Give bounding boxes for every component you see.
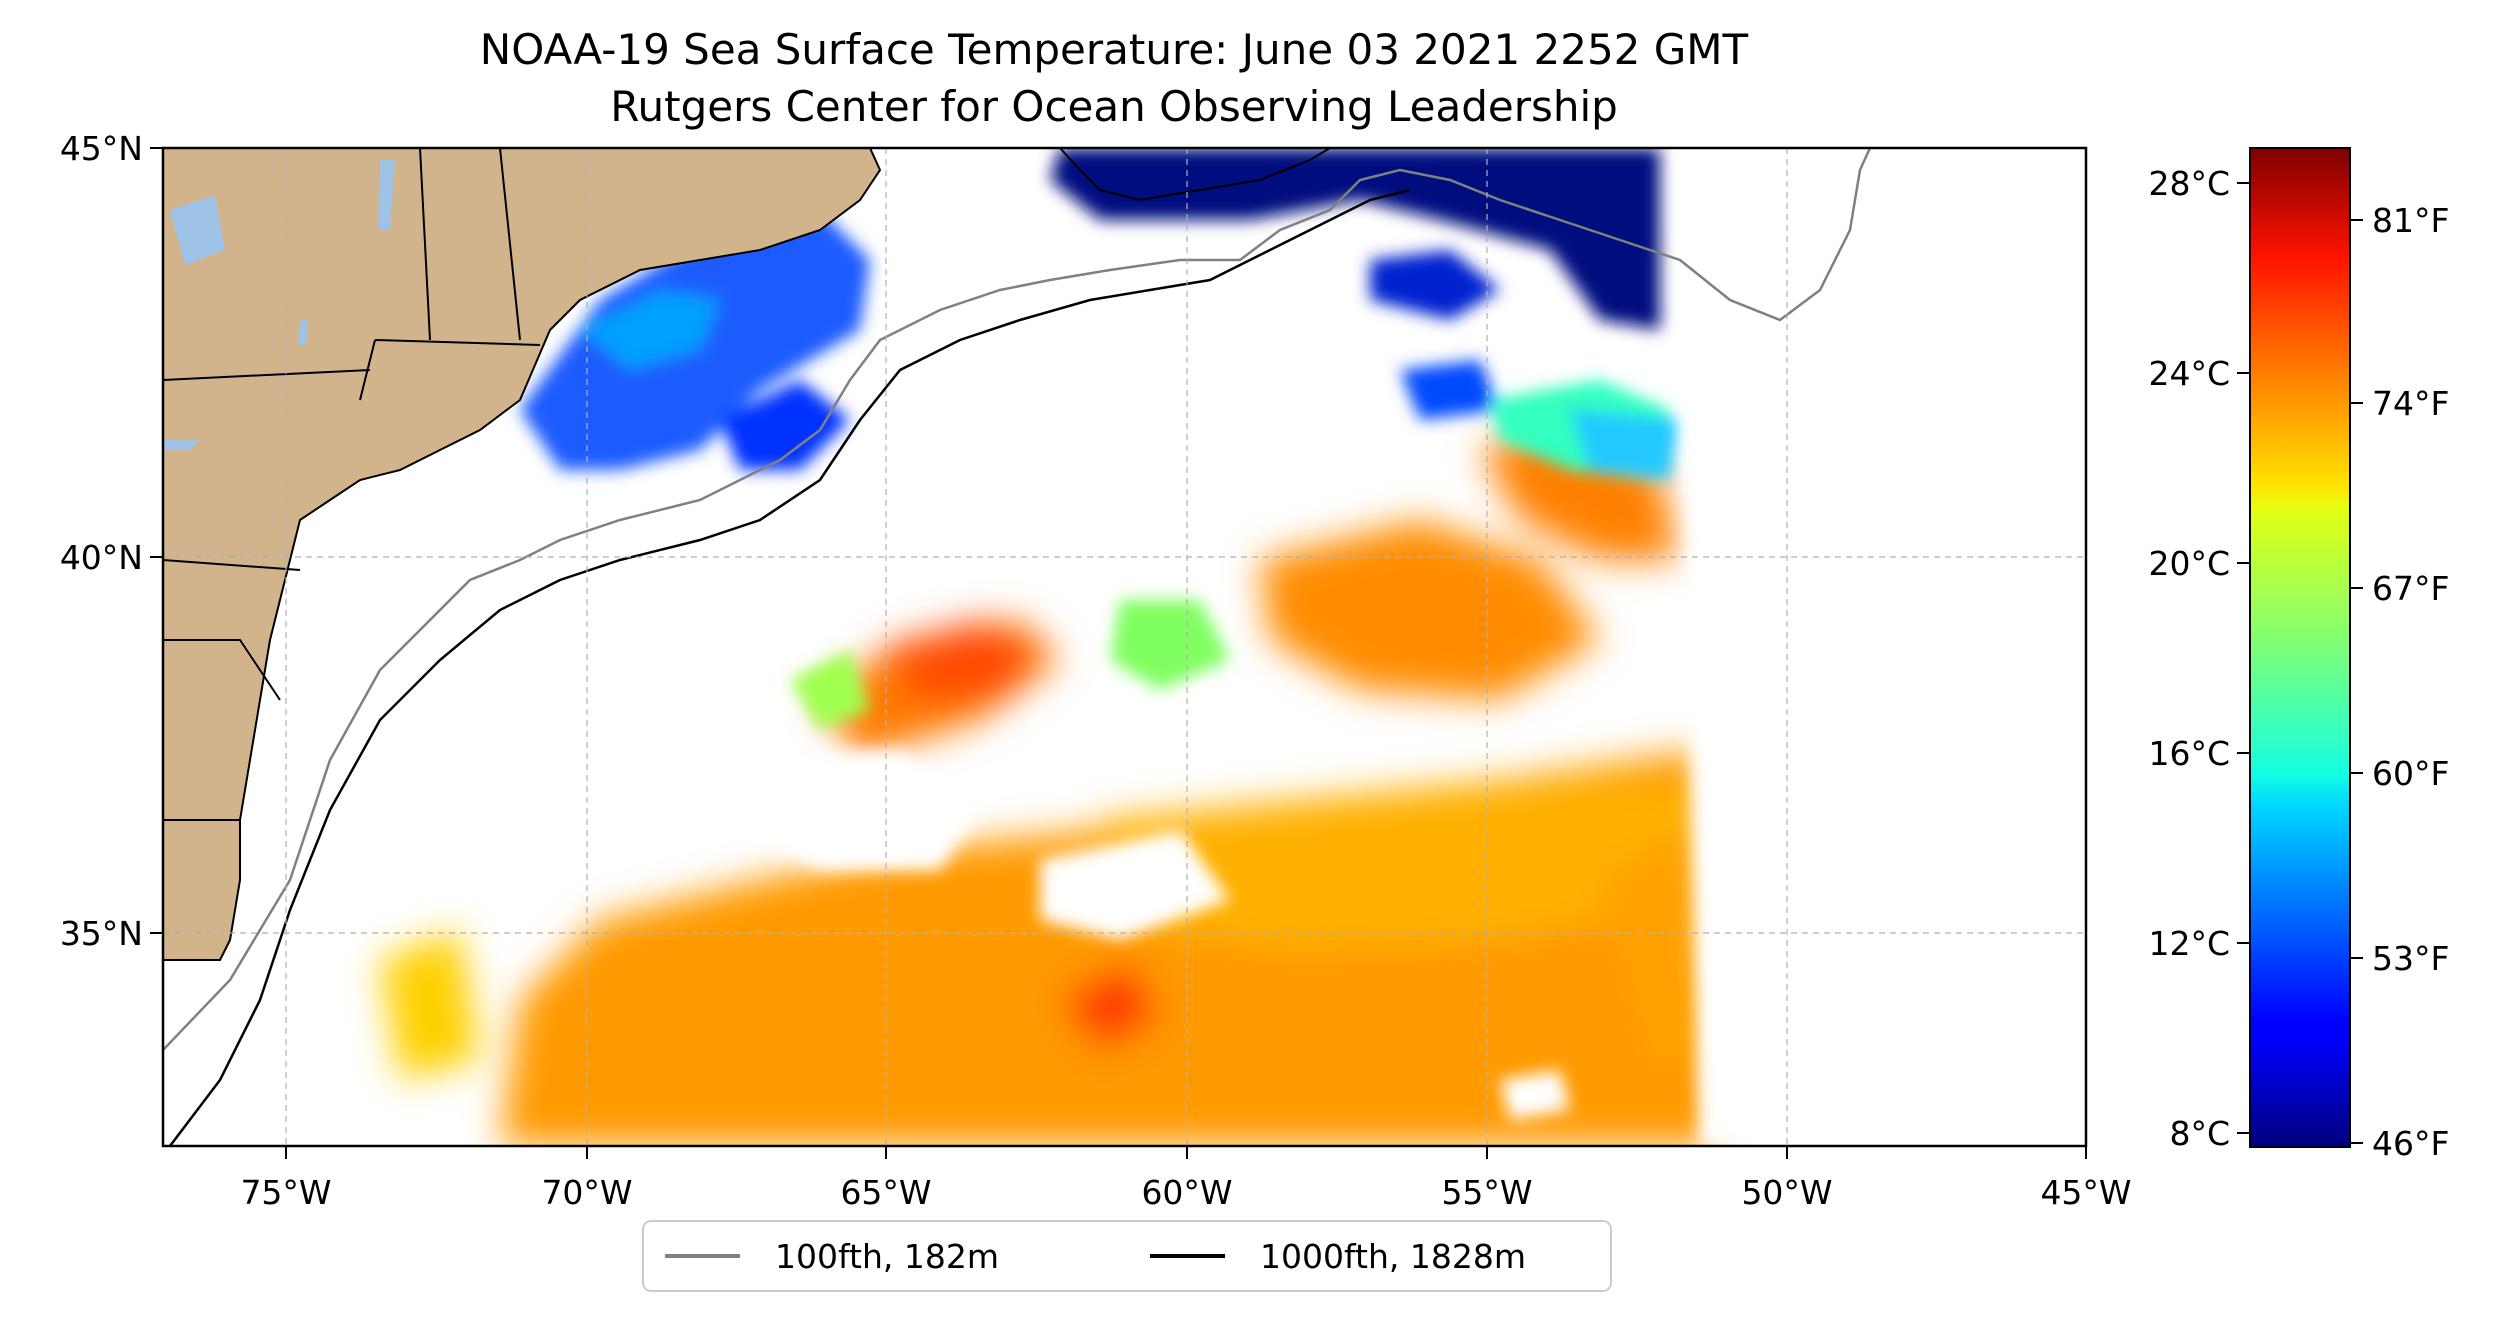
lon-tick-45w: 45°W bbox=[2040, 1173, 2131, 1212]
lon-tick-75w: 75°W bbox=[240, 1173, 331, 1212]
nova-scotia-land bbox=[1040, 148, 1332, 202]
map-frame bbox=[161, 146, 2088, 1148]
legend-label-100fth: 100fth, 182m bbox=[775, 1237, 999, 1276]
lakes bbox=[163, 160, 395, 450]
cbar-f-60: 60°F bbox=[2372, 754, 2449, 793]
map-gridlines bbox=[163, 148, 2086, 1146]
latitude-axis bbox=[150, 147, 163, 934]
figure-title-line2: Rutgers Center for Ocean Observing Leade… bbox=[610, 82, 1618, 131]
cbar-c-20: 20°C bbox=[2148, 544, 2230, 583]
lat-tick-35n: 35°N bbox=[60, 914, 143, 953]
contour-1000fth bbox=[169, 188, 1411, 1146]
sst-warm-region bbox=[380, 420, 1720, 1146]
colorbar-celsius-ticks bbox=[2237, 182, 2250, 1134]
contour-100fth bbox=[163, 148, 1872, 1051]
cloud-masks bbox=[740, 148, 2086, 1146]
lon-tick-60w: 60°W bbox=[1141, 1173, 1232, 1212]
lon-tick-65w: 65°W bbox=[840, 1173, 931, 1212]
cbar-f-46: 46°F bbox=[2372, 1124, 2449, 1163]
lat-tick-40n: 40°N bbox=[60, 538, 143, 577]
map-panel bbox=[163, 148, 2086, 1146]
cbar-f-53: 53°F bbox=[2372, 939, 2449, 978]
state-borders bbox=[163, 148, 541, 821]
cbar-c-8: 8°C bbox=[2169, 1114, 2230, 1153]
legend-frame bbox=[642, 1220, 1612, 1292]
cbar-c-12: 12°C bbox=[2148, 924, 2230, 963]
cbar-c-16: 16°C bbox=[2148, 734, 2230, 773]
longitude-axis bbox=[285, 1146, 2087, 1159]
sst-cool-region bbox=[170, 148, 1680, 730]
cbar-f-67: 67°F bbox=[2372, 569, 2449, 608]
colorbar bbox=[2249, 147, 2351, 1148]
cbar-f-74: 74°F bbox=[2372, 384, 2449, 423]
figure-title-line1: NOAA-19 Sea Surface Temperature: June 03… bbox=[480, 25, 1749, 74]
colorbar-fahrenheit-ticks bbox=[2350, 219, 2363, 1144]
cbar-c-28: 28°C bbox=[2148, 164, 2230, 203]
lon-tick-70w: 70°W bbox=[541, 1173, 632, 1212]
land-masses bbox=[163, 148, 1332, 961]
new-england-land bbox=[163, 148, 882, 961]
lon-tick-50w: 50°W bbox=[1741, 1173, 1832, 1212]
cbar-f-81: 81°F bbox=[2372, 201, 2449, 240]
cbar-c-24: 24°C bbox=[2148, 354, 2230, 393]
legend-label-1000fth: 1000fth, 1828m bbox=[1260, 1237, 1526, 1276]
legend: 100fth, 182m 1000fth, 1828m bbox=[642, 1220, 1612, 1292]
lat-tick-45n: 45°N bbox=[60, 129, 143, 168]
lon-tick-55w: 55°W bbox=[1441, 1173, 1532, 1212]
